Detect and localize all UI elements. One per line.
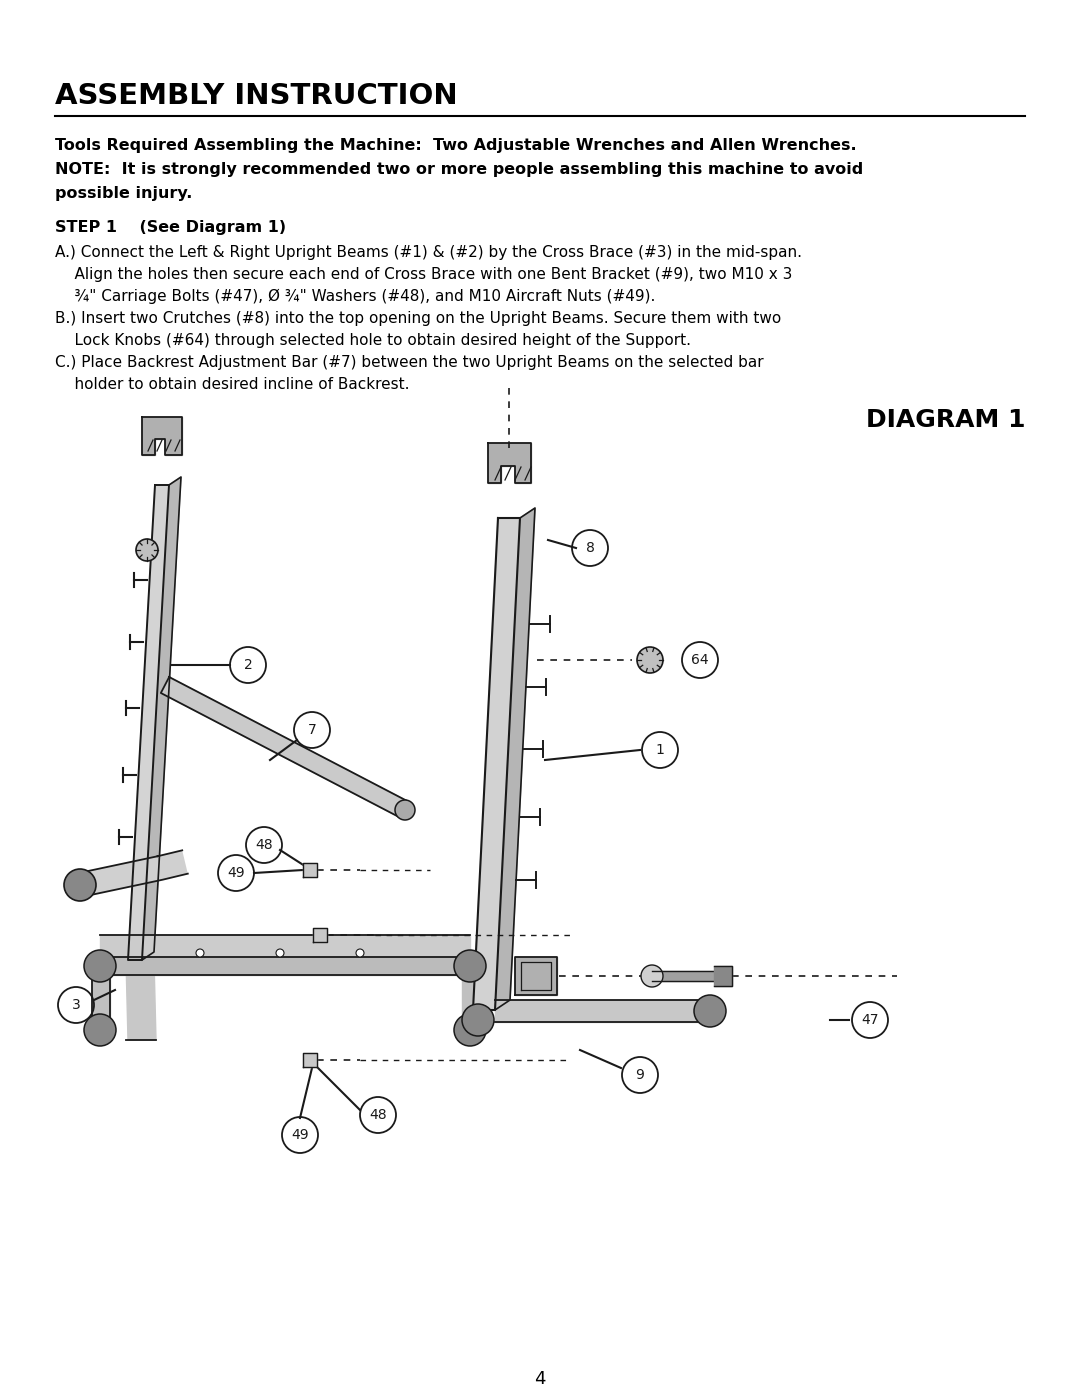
Circle shape: [454, 1014, 486, 1046]
Text: C.) Place Backrest Adjustment Bar (#7) between the two Upright Beams on the sele: C.) Place Backrest Adjustment Bar (#7) b…: [55, 355, 764, 370]
Polygon shape: [92, 956, 110, 1030]
Polygon shape: [515, 957, 557, 995]
Circle shape: [642, 965, 663, 988]
Text: Align the holes then secure each end of Cross Brace with one Bent Bracket (#9), : Align the holes then secure each end of …: [55, 267, 793, 282]
Polygon shape: [495, 509, 535, 1010]
Circle shape: [395, 800, 415, 820]
Text: possible injury.: possible injury.: [55, 186, 192, 201]
Circle shape: [637, 647, 663, 673]
Circle shape: [462, 1004, 494, 1037]
Text: 2: 2: [244, 658, 253, 672]
Text: 3: 3: [71, 997, 80, 1011]
Text: 9: 9: [635, 1067, 645, 1083]
Polygon shape: [714, 965, 732, 986]
Text: 49: 49: [227, 866, 245, 880]
Text: 4: 4: [535, 1370, 545, 1389]
Circle shape: [454, 950, 486, 982]
Text: NOTE:  It is strongly recommended two or more people assembling this machine to : NOTE: It is strongly recommended two or …: [55, 162, 863, 177]
Text: Lock Knobs (#64) through selected hole to obtain desired height of the Support.: Lock Knobs (#64) through selected hole t…: [55, 332, 691, 348]
Text: B.) Insert two Crutches (#8) into the top opening on the Upright Beams. Secure t: B.) Insert two Crutches (#8) into the to…: [55, 312, 781, 326]
Circle shape: [276, 949, 284, 957]
Text: 47: 47: [861, 1013, 879, 1027]
Text: STEP 1    (See Diagram 1): STEP 1 (See Diagram 1): [55, 219, 286, 235]
Text: 1: 1: [656, 743, 664, 757]
Polygon shape: [100, 957, 470, 975]
Text: 64: 64: [691, 652, 708, 666]
Text: holder to obtain desired incline of Backrest.: holder to obtain desired incline of Back…: [55, 377, 409, 393]
Polygon shape: [161, 678, 409, 819]
Polygon shape: [78, 851, 188, 897]
Polygon shape: [141, 476, 181, 960]
Circle shape: [84, 950, 116, 982]
Circle shape: [694, 995, 726, 1027]
Polygon shape: [141, 416, 183, 455]
Polygon shape: [126, 960, 156, 1039]
Text: 48: 48: [369, 1108, 387, 1122]
Text: DIAGRAM 1: DIAGRAM 1: [865, 408, 1025, 432]
Polygon shape: [495, 1000, 715, 1023]
Polygon shape: [313, 928, 327, 942]
Circle shape: [84, 1014, 116, 1046]
Polygon shape: [462, 956, 480, 1030]
Text: ASSEMBLY INSTRUCTION: ASSEMBLY INSTRUCTION: [55, 82, 458, 110]
Text: A.) Connect the Left & Right Upright Beams (#1) & (#2) by the Cross Brace (#3) i: A.) Connect the Left & Right Upright Bea…: [55, 244, 802, 260]
Text: ¾" Carriage Bolts (#47), Ø ¾" Washers (#48), and M10 Aircraft Nuts (#49).: ¾" Carriage Bolts (#47), Ø ¾" Washers (#…: [55, 289, 656, 305]
Text: 8: 8: [585, 541, 594, 555]
Polygon shape: [473, 518, 519, 1010]
Circle shape: [136, 539, 158, 562]
Text: 48: 48: [255, 838, 273, 852]
Polygon shape: [129, 485, 168, 960]
Text: 49: 49: [292, 1127, 309, 1141]
Polygon shape: [488, 443, 531, 483]
Polygon shape: [303, 1053, 318, 1067]
Text: 7: 7: [308, 724, 316, 738]
Polygon shape: [100, 935, 470, 957]
Circle shape: [356, 949, 364, 957]
Text: Tools Required Assembling the Machine:  Two Adjustable Wrenches and Allen Wrench: Tools Required Assembling the Machine: T…: [55, 138, 856, 154]
Polygon shape: [652, 971, 717, 981]
Circle shape: [195, 949, 204, 957]
Circle shape: [64, 869, 96, 901]
Polygon shape: [303, 863, 318, 877]
